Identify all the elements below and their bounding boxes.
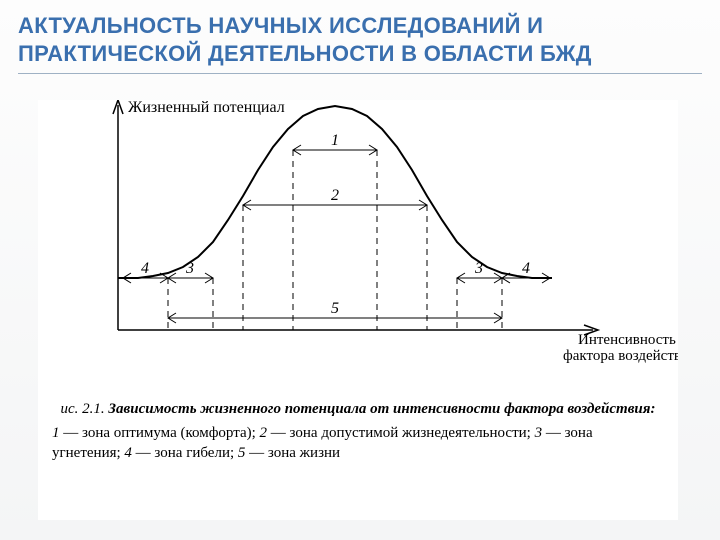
- zone-1-label: 1: [331, 132, 339, 149]
- legend-text-5: — зона жизни: [245, 445, 340, 461]
- legend-num-1: 1: [52, 425, 60, 441]
- zone-3-label-right: 3: [474, 260, 483, 277]
- y-axis-label: Жизненный потенциал: [128, 100, 285, 116]
- figure: 1 2 3 3: [38, 100, 678, 520]
- legend-text-4: — зона гибели;: [132, 445, 238, 461]
- zone-4-label-right: 4: [522, 260, 530, 277]
- figure-ref: ис. 2.1.: [61, 401, 105, 417]
- slide-title-block: АКТУАЛЬНОСТЬ НАУЧНЫХ ИССЛЕДОВАНИЙ И ПРАК…: [0, 0, 720, 80]
- figure-title: Зависимость жизненного потенциала от инт…: [105, 401, 656, 417]
- slide-title: АКТУАЛЬНОСТЬ НАУЧНЫХ ИССЛЕДОВАНИЙ И ПРАК…: [18, 12, 702, 67]
- zone-4-label-left: 4: [141, 260, 149, 277]
- figure-legend: 1 — зона оптимума (комфорта); 2 — зона д…: [38, 423, 678, 466]
- legend-text-2: — зона допустимой жизнедея­тельности;: [267, 425, 535, 441]
- figure-caption: ис. 2.1. Зависимость жизненного потенциа…: [38, 400, 678, 423]
- x-axis-label-1: Интенсивность: [578, 332, 676, 348]
- x-axis-label-2: фактора воздействия: [563, 348, 678, 364]
- zone-5-label: 5: [331, 300, 339, 317]
- title-underline: [18, 73, 702, 74]
- legend-num-4: 4: [124, 445, 132, 461]
- zone-2-label: 2: [331, 187, 339, 204]
- legend-num-2: 2: [260, 425, 268, 441]
- chart-svg: 1 2 3 3: [38, 100, 678, 400]
- zone-3-label-left: 3: [185, 260, 194, 277]
- legend-text-1: — зона оптимума (комфорта);: [60, 425, 260, 441]
- legend-num-3: 3: [535, 425, 543, 441]
